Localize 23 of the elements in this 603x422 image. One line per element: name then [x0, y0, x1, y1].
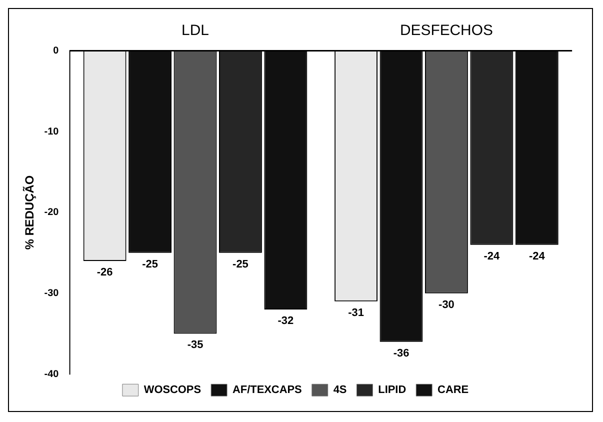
- data-label: -36: [393, 347, 410, 360]
- y-tick-label: -40: [44, 368, 60, 380]
- legend-label: 4S: [333, 384, 347, 396]
- y-tick-label: 0: [53, 46, 60, 57]
- legend-label: LIPID: [378, 384, 406, 396]
- legend-label: WOSCOPS: [144, 384, 202, 396]
- data-label: -31: [348, 306, 364, 319]
- data-label: -25: [232, 258, 248, 270]
- data-label: -24: [484, 250, 501, 262]
- y-tick-label: -20: [44, 207, 60, 218]
- data-label: -24: [528, 250, 546, 262]
- x-tick-label: DESFECHOS: [400, 22, 493, 40]
- legend-label: AF/TEXCAPS: [232, 384, 302, 396]
- data-label: -25: [142, 258, 158, 270]
- y-axis-title: % REDUÇÃO: [22, 175, 36, 250]
- data-label: -32: [278, 314, 294, 327]
- data-label: -30: [438, 298, 454, 311]
- data-label: -35: [187, 339, 204, 352]
- x-tick-label: LDL: [182, 22, 209, 40]
- y-tick-label: -10: [44, 126, 60, 138]
- y-tick-label: -30: [44, 288, 60, 300]
- data-label: -26: [96, 266, 113, 278]
- legend-label: CARE: [438, 384, 469, 396]
